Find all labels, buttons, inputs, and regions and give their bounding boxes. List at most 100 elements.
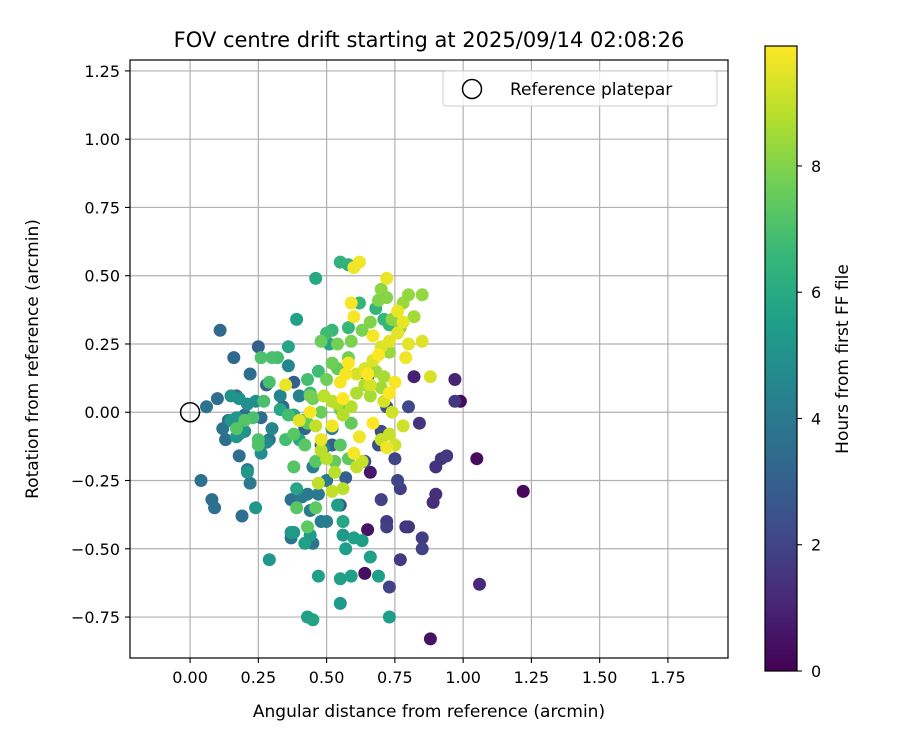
data-point [290,312,304,326]
data-point [352,255,366,269]
data-point [210,392,224,406]
data-point [344,334,358,348]
data-point [311,569,325,583]
data-point [290,482,304,496]
chart-title: FOV centre drift starting at 2025/09/14 … [174,28,685,52]
data-point [423,632,437,646]
data-point [317,389,331,403]
y-tick-label: 1.25 [84,62,120,81]
data-point [363,550,377,564]
data-point [363,389,377,403]
data-point [339,542,353,556]
data-point [341,321,355,335]
data-point [232,449,246,463]
x-axis-ticks: 0.00 0.25 0.50 0.75 1.00 1.25 1.50 1.75 [172,658,686,687]
x-tick-label: 1.50 [582,668,618,687]
data-point [333,572,347,586]
data-point [352,430,366,444]
data-point [243,476,257,490]
data-point [314,433,328,447]
data-point [230,422,243,436]
data-point [391,326,405,340]
data-point [333,438,347,452]
data-point [227,351,241,365]
data-point [388,375,402,389]
data-point [303,389,317,403]
colorbar: 0 2 4 6 8 Hours from first FF file [764,45,853,681]
y-tick-label: 1.00 [84,130,120,149]
data-point [235,509,249,523]
data-point [281,340,295,354]
data-point [320,452,334,466]
data-point [200,400,213,414]
data-point [240,465,254,479]
y-tick-label: 0.25 [84,335,120,354]
data-point [257,394,271,408]
data-point [391,304,405,318]
data-point [251,340,265,354]
data-point [363,315,377,329]
data-point [281,359,295,373]
data-point [448,373,462,386]
legend-open-circle-icon [461,78,483,100]
data-point [328,465,342,479]
y-tick-label: 0.00 [84,403,120,422]
data-point [361,523,375,537]
data-point [372,569,385,583]
data-point [249,501,263,515]
x-tick-label: 0.25 [241,668,277,687]
data-point [331,498,344,512]
data-point [325,419,339,433]
data-point [262,553,276,567]
data-point [402,337,415,351]
data-point [358,566,372,580]
data-point [336,515,350,528]
data-point [423,370,437,384]
data-point [350,386,364,400]
legend: Reference platepar [442,70,718,107]
colorbar-tick-label: 8 [811,157,821,176]
data-point [377,370,391,384]
data-point [314,405,328,419]
data-point [262,375,276,389]
data-point [372,348,385,362]
data-point [325,484,339,498]
data-point [516,484,530,498]
data-point [380,520,394,534]
y-tick-label: 0.50 [84,267,120,286]
data-point [415,334,429,348]
y-tick-label: −0.25 [71,472,120,491]
data-point [287,460,301,474]
colorbar-tick-label: 6 [811,283,821,302]
data-point [448,394,462,408]
data-points [194,255,530,646]
data-point [309,419,323,433]
data-point [309,501,323,515]
data-point [382,580,396,594]
x-tick-label: 1.25 [514,668,550,687]
data-point [440,449,454,463]
colorbar-label: Hours from first FF file [833,264,853,454]
legend-label: Reference platepar [510,80,672,100]
data-point [385,405,399,419]
data-point [363,378,377,392]
data-point [402,400,415,414]
data-point [355,323,369,337]
data-point [265,351,279,365]
data-point [344,296,358,310]
data-point [361,367,375,381]
data-point [380,441,394,455]
data-point [366,329,380,343]
data-point [336,408,350,422]
data-point [426,495,440,509]
data-point [213,323,227,337]
data-point [415,288,429,302]
data-point [194,474,208,487]
y-tick-label: 0.75 [84,198,120,217]
data-point [311,476,325,490]
data-point [391,474,405,487]
data-point [366,416,380,430]
data-point [399,351,413,365]
data-point [309,454,323,468]
y-tick-label: −0.75 [71,608,120,627]
